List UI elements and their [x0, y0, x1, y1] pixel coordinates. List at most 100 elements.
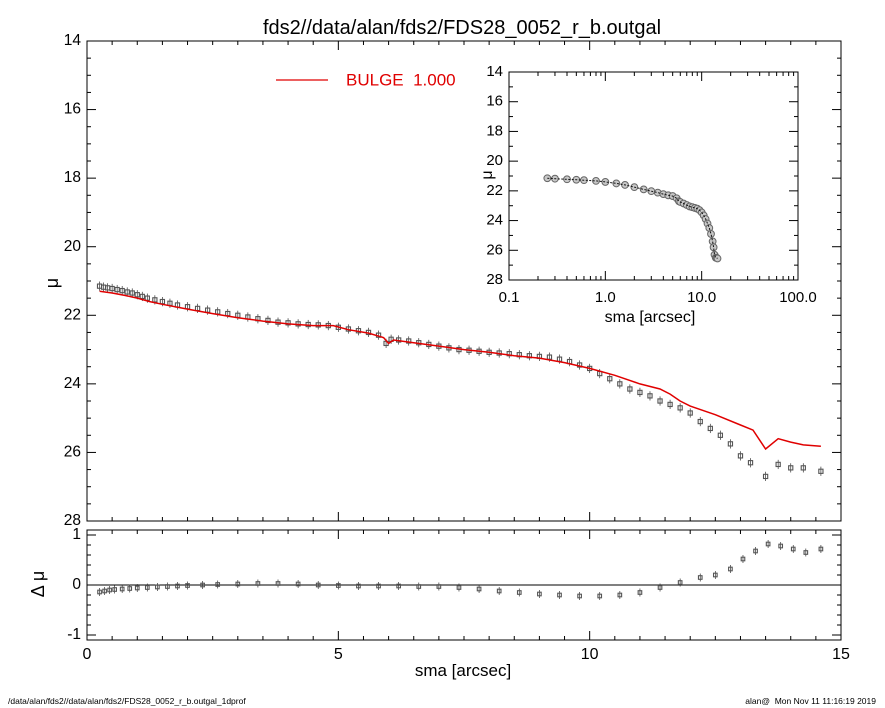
main-y-tick-label: 26 [64, 444, 81, 461]
inset-y-tick-label: 16 [486, 93, 503, 110]
inset-y-tick-label: 28 [486, 271, 503, 288]
residual-data-point [175, 583, 180, 589]
residual-data-point [657, 585, 663, 590]
residual-data-point [127, 586, 133, 591]
main-y-tick-label: 14 [64, 32, 82, 49]
main-data-point [677, 405, 683, 411]
residual-data-point [803, 550, 809, 555]
chart-title: fds2//data/alan/fds2/FDS28_0052_r_b.outg… [263, 17, 661, 39]
inset-data-point [563, 175, 571, 184]
residual-y-tick-label: 0 [72, 576, 81, 593]
inset-x-tick-label: 1.0 [595, 289, 616, 306]
main-data-point [727, 441, 734, 447]
inset-panel: 0.1 1.0 10.0 100.0 14 16 18 20 22 24 26 28 [486, 63, 816, 306]
inset-data-point [709, 243, 718, 252]
main-data-point [707, 425, 713, 432]
residual-data-point [97, 589, 102, 595]
residual-data-point [496, 588, 502, 594]
main-data-point [139, 293, 145, 300]
residual-data-point [790, 546, 796, 552]
main-data-point [775, 461, 781, 468]
residual-data-point [778, 543, 784, 549]
residual-y-tick-label: 1 [72, 526, 81, 543]
inset-x-tick-label: 100.0 [779, 289, 817, 306]
main-data-point [747, 460, 754, 466]
main-data-point [129, 290, 135, 296]
inset-data-point [639, 185, 648, 194]
residual-data-point [740, 556, 746, 562]
inset-y-tick-label: 26 [486, 241, 503, 258]
residual-data-point [356, 583, 361, 589]
residual-data-point [165, 584, 170, 589]
inset-x-tick-label: 10.0 [687, 289, 716, 306]
main-data-point [134, 292, 140, 298]
main-panel: 14 16 18 20 22 24 26 28 [64, 32, 842, 529]
residual-data-point [765, 541, 771, 547]
residual-data-point [456, 585, 462, 590]
residual-data-point [577, 593, 582, 599]
inset-data-point [592, 177, 600, 185]
residual-data-point [396, 583, 402, 589]
main-data-point [657, 398, 663, 404]
footer-user-time: alan@ Mon Nov 11 11:16:19 2019 [745, 696, 876, 706]
main-y-tick-label: 20 [64, 238, 82, 255]
residual-data-point [295, 581, 301, 587]
residual-data-point [235, 581, 241, 587]
residual-data-point [215, 582, 221, 587]
residual-data-point [476, 586, 482, 592]
main-data-point [687, 410, 693, 416]
main-y-tick-label: 24 [64, 375, 82, 392]
residual-data-point [597, 593, 603, 599]
main-data-point [667, 401, 673, 408]
residual-data-point [275, 581, 281, 586]
residual-data-point [102, 588, 107, 594]
inset-y-tick-label: 22 [486, 182, 503, 199]
legend: BULGE 1.000 [276, 70, 456, 89]
main-data-point [788, 465, 794, 471]
inset-x-axis-label: sma [arcsec] [605, 309, 696, 326]
residual-data-point [144, 585, 150, 590]
main-data-point [647, 393, 653, 399]
legend-label: BULGE 1.000 [346, 70, 456, 89]
residual-data-point [712, 572, 718, 578]
inset-data-line [547, 177, 718, 259]
residual-data-point [155, 584, 160, 590]
inset-y-tick-label: 14 [486, 63, 503, 80]
main-data-point [617, 381, 623, 387]
main-data-point [124, 289, 130, 295]
inset-y-axis-label: μ [479, 170, 496, 179]
inset-x-tick-label: 0.1 [499, 289, 520, 306]
main-data-point [800, 465, 806, 471]
residual-x-tick-label: 0 [83, 646, 92, 663]
main-y-tick-label: 18 [64, 169, 81, 186]
bulge-model-line [99, 290, 821, 451]
main-data-point [717, 432, 724, 438]
residual-data-point [728, 566, 733, 572]
main-data-point [818, 468, 824, 474]
main-data-point [506, 351, 512, 357]
footer-path: /data/alan/fds2//data/alan/fds2/FDS28_00… [8, 696, 246, 706]
main-data-point [119, 287, 125, 294]
residual-data-point [697, 575, 703, 580]
main-data-point [627, 386, 633, 392]
inset-y-tick-label: 18 [486, 122, 503, 139]
residual-panel: 0 5 10 15-101 [67, 526, 850, 663]
residual-data-point [134, 585, 140, 591]
residual-data-point [185, 583, 190, 588]
main-data-point [737, 453, 744, 459]
residual-data-point [315, 582, 321, 588]
x-axis-label: sma [arcsec] [415, 661, 511, 680]
residual-data-point [557, 592, 562, 598]
residual-data-point [112, 587, 117, 592]
main-y-tick-label: 28 [64, 512, 81, 529]
main-data-point [637, 389, 643, 396]
inset-data-point [601, 178, 610, 186]
residual-data-point [617, 592, 623, 598]
residual-data-point [376, 583, 381, 589]
residual-x-tick-label: 10 [581, 646, 599, 663]
main-data-point [607, 376, 613, 382]
residual-x-tick-label: 15 [832, 646, 850, 663]
inset-data-point [612, 179, 621, 188]
main-y-tick-label: 22 [64, 306, 81, 323]
main-data-point [109, 285, 115, 292]
